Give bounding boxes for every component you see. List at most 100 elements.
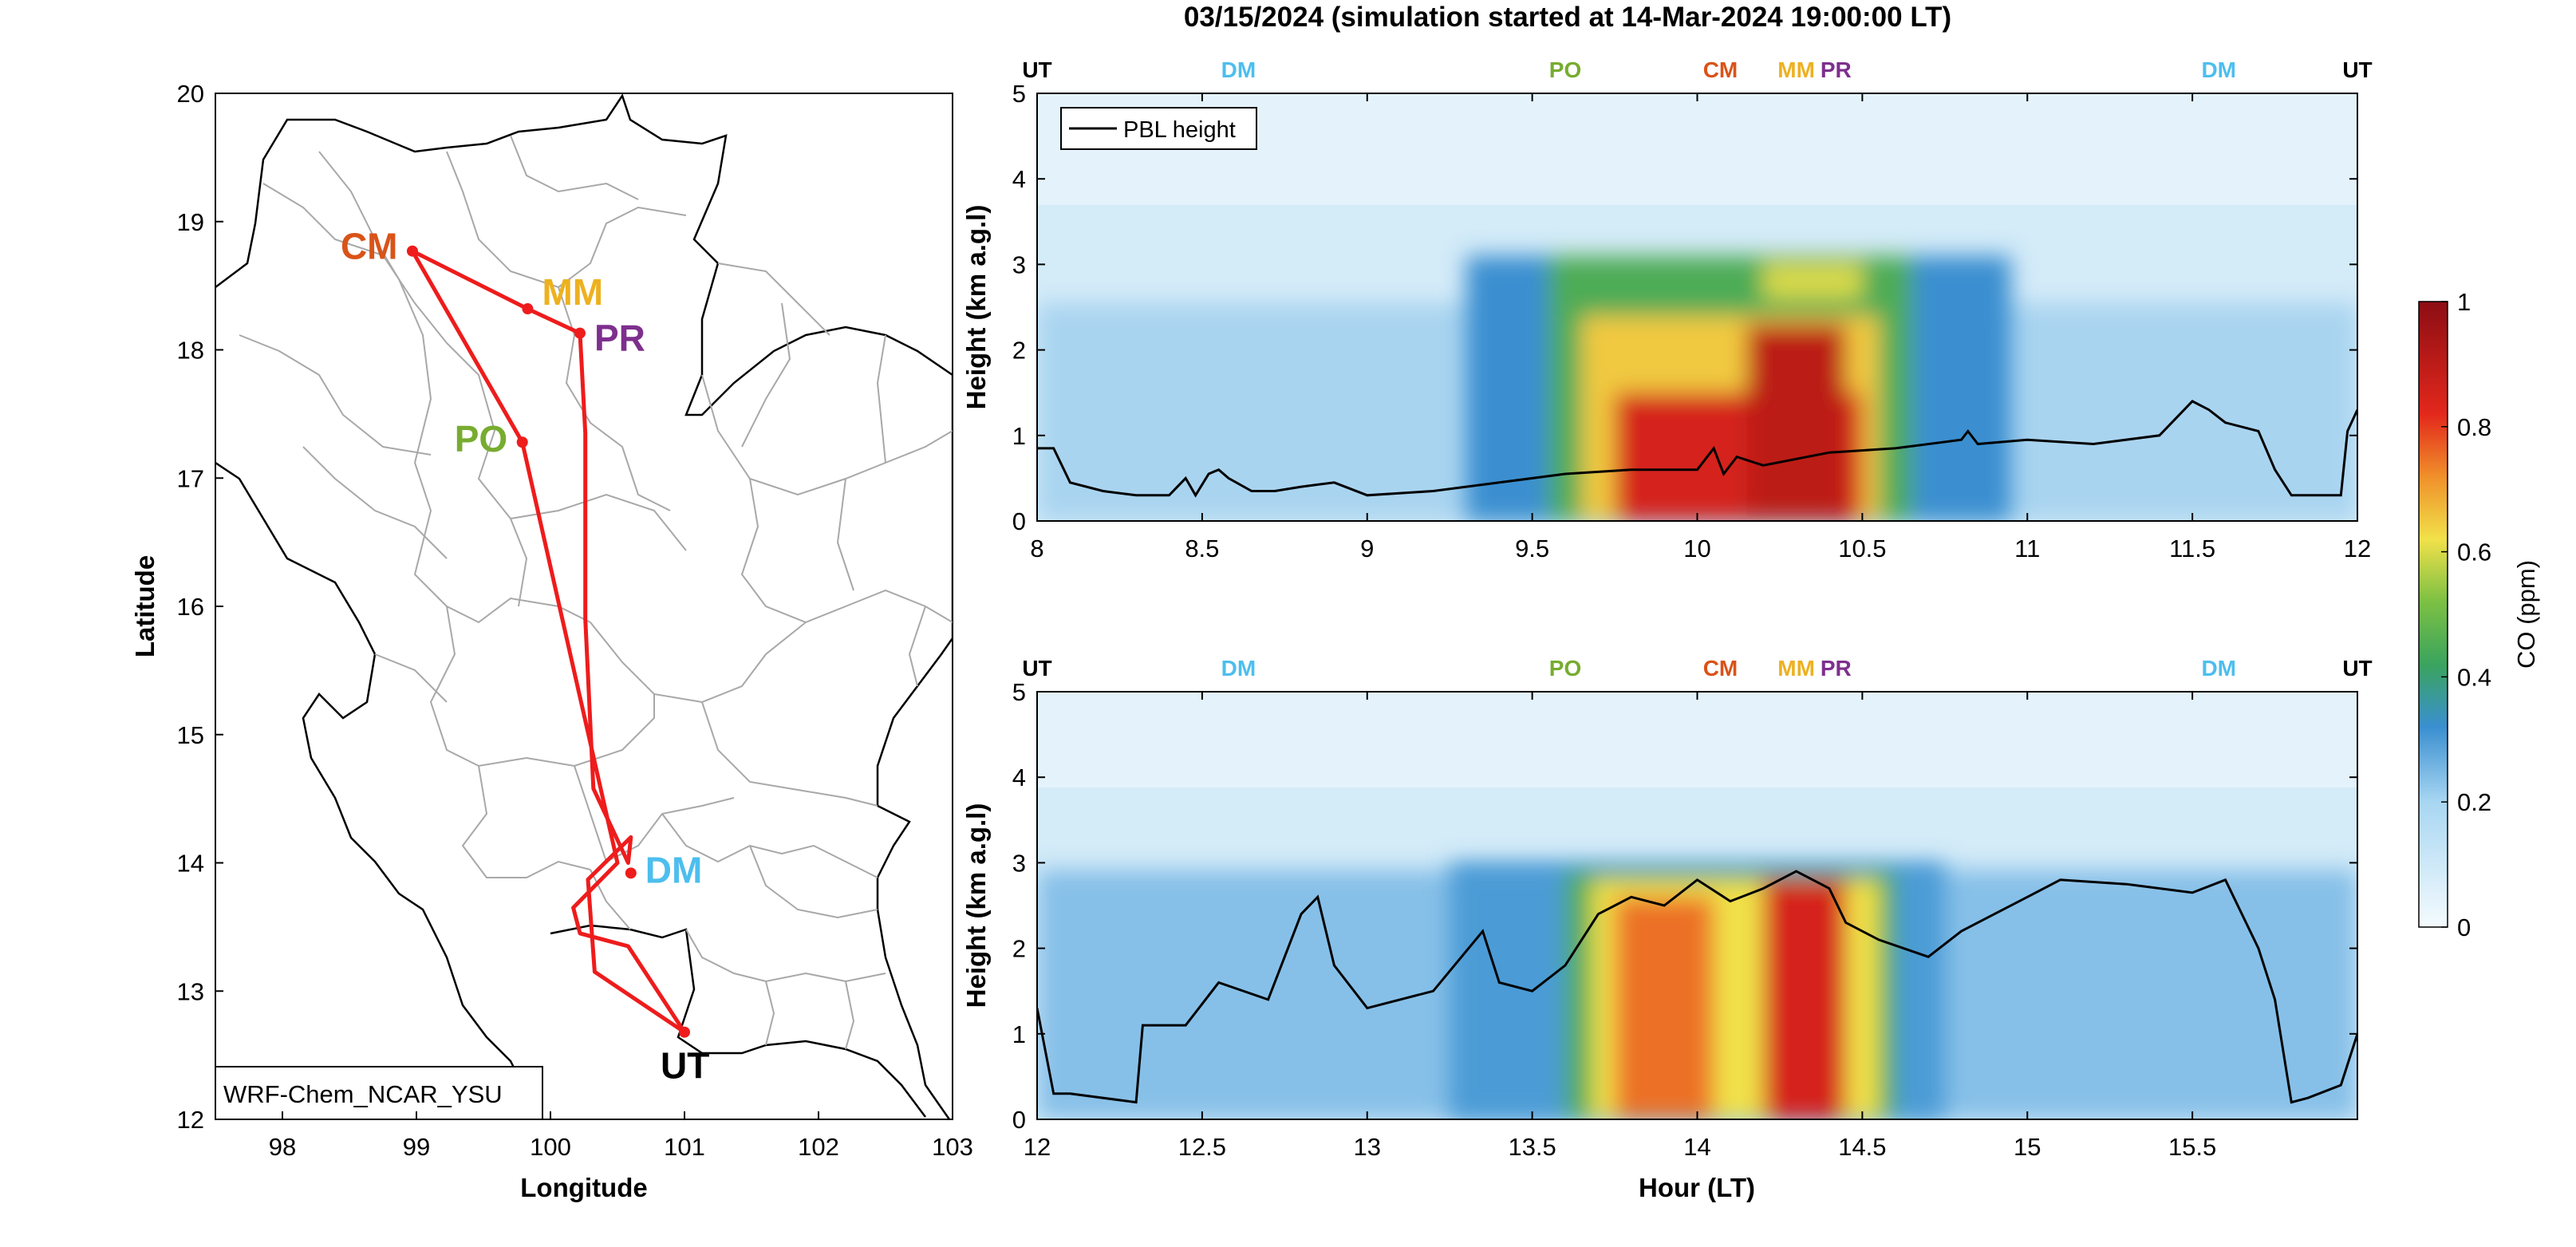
co-patch [1763, 264, 1863, 299]
x-tick-label: 8 [1030, 535, 1043, 562]
site-marker-dm: DM [1221, 656, 1256, 681]
x-tick-label: 13.5 [1508, 1133, 1556, 1161]
co-concentration-field-2 [1450, 862, 1945, 1119]
map-y-tick-label: 12 [177, 1106, 204, 1134]
colorbar-tick-label: 0.2 [2457, 788, 2491, 816]
site-marker-dm: DM [2201, 656, 2236, 681]
station-label-ut: UT [661, 1045, 709, 1087]
co-concentration-field-1 [1466, 255, 2011, 521]
colorbar-tick-label: 0.4 [2457, 663, 2491, 691]
x-tick-label: 12 [1024, 1133, 1051, 1161]
map-x-tick-label: 102 [798, 1133, 839, 1161]
y-tick-label: 1 [1012, 1020, 1026, 1048]
map-boundaries [215, 93, 953, 1119]
x-tick-label: 10 [1683, 535, 1710, 562]
plot-1-y-axis-label: Height (km a.g.l) [961, 205, 991, 410]
x-tick-label: 10.5 [1838, 535, 1886, 562]
x-tick-label: 12.5 [1178, 1133, 1226, 1161]
x-tick-label: 11 [2014, 535, 2040, 562]
co-patch [1615, 897, 1714, 1119]
station-dot-ut [679, 1026, 690, 1038]
map-x-ticks: 98 99 100 101 102 103 [269, 1111, 973, 1161]
site-marker-po: PO [1549, 57, 1581, 82]
x-tick-label: 13 [1354, 1133, 1381, 1161]
x-tick-label: 14.5 [1838, 1133, 1886, 1161]
y-tick-label: 4 [1012, 764, 1026, 791]
model-label: WRF-Chem_NCAR_YSU [223, 1080, 503, 1108]
map-x-tick-label: 98 [269, 1133, 296, 1161]
colorbar-tick-label: 0 [2457, 914, 2471, 941]
y-tick-label: 4 [1012, 165, 1026, 193]
station-label-dm: DM [645, 849, 703, 890]
station-dot-cm [406, 245, 418, 257]
map-y-tick-label: 13 [177, 977, 204, 1005]
colorbar-tick-label: 0.6 [2457, 539, 2491, 566]
co-patch [1746, 324, 1846, 521]
site-marker-po: PO [1549, 656, 1581, 681]
plot-2-y-axis-label: Height (km a.g.l) [961, 803, 991, 1008]
site-marker-mm: MM [1777, 656, 1815, 681]
x-tick-label: 11.5 [2169, 535, 2215, 562]
site-marker-ut: UT [2342, 57, 2372, 82]
station-dot-pr [574, 327, 586, 339]
x-tick-label: 12 [2344, 535, 2371, 562]
map-y-ticks: 12 13 14 15 16 17 18 19 20 [177, 80, 223, 1134]
x-tick-label: 9 [1360, 535, 1374, 562]
map-y-tick-label: 19 [177, 208, 204, 236]
map-x-tick-label: 101 [664, 1133, 705, 1161]
site-marker-ut: UT [2342, 656, 2372, 681]
station-dot-dm [625, 867, 637, 879]
colorbar: 0 0.2 0.4 0.6 0.8 1 CO (ppm) [2418, 288, 2540, 941]
x-tick-label: 15 [2014, 1133, 2041, 1161]
x-tick-label: 9.5 [1515, 535, 1549, 562]
x-tick-label: 15.5 [2168, 1133, 2216, 1161]
colorbar-tick-label: 1 [2457, 288, 2471, 316]
pbl-height-line-2 [1037, 870, 2357, 1104]
station-dot-po [516, 436, 528, 448]
map-x-axis-label: Longitude [520, 1173, 647, 1202]
co-patch [1763, 879, 1846, 1119]
plot-2-upper-band [1037, 692, 2357, 787]
y-tick-label: 1 [1012, 422, 1026, 450]
y-tick-label: 5 [1012, 678, 1026, 706]
y-tick-label: 2 [1012, 935, 1026, 963]
y-tick-label: 3 [1012, 849, 1026, 877]
station-label-pr: PR [594, 318, 645, 359]
y-tick-label: 5 [1012, 80, 1026, 108]
y-tick-label: 0 [1012, 1106, 1026, 1134]
legend: PBL height [1060, 107, 1257, 150]
station-dot-mm [522, 303, 534, 315]
station-label-mm: MM [542, 271, 603, 313]
plot-1-site-markers: UT DM PO CM MM PR DM UT [1022, 57, 2372, 82]
site-marker-pr: PR [1821, 57, 1852, 82]
y-tick-label: 3 [1012, 251, 1026, 278]
y-tick-label: 0 [1012, 507, 1026, 535]
site-marker-ut: UT [1022, 57, 1051, 82]
pbl-height-line-1 [1037, 400, 2357, 498]
model-label-box [215, 1066, 543, 1120]
map-panel: CM MM PR PO DM UT WRF-Chem_NCAR_YSU 98 99 100 10… [130, 80, 973, 1202]
x-tick-label: 8.5 [1185, 535, 1219, 562]
site-marker-cm: CM [1703, 656, 1738, 681]
y-tick-label: 2 [1012, 337, 1026, 365]
colorbar-label: CO (ppm) [2512, 560, 2540, 669]
map-y-tick-label: 16 [177, 593, 204, 621]
plot-2-site-markers: UT DM PO CM MM PR DM UT [1022, 656, 2372, 681]
map-x-tick-label: 99 [403, 1133, 430, 1161]
map-x-tick-label: 100 [530, 1133, 571, 1161]
site-marker-mm: MM [1777, 57, 1815, 82]
figure-title: 03/15/2024 (simulation started at 14-Mar… [1183, 2, 1952, 33]
map-y-tick-label: 17 [177, 464, 204, 492]
map-x-tick-label: 103 [932, 1133, 973, 1161]
x-tick-label: 14 [1683, 1133, 1710, 1161]
map-y-tick-label: 15 [177, 721, 204, 749]
site-marker-dm: DM [1221, 57, 1256, 82]
map-y-tick-label: 14 [177, 850, 204, 878]
map-y-axis-label: Latitude [130, 555, 160, 657]
legend-entry-pbl: PBL height [1123, 117, 1236, 143]
plot-2-x-axis-label: Hour (LT) [1639, 1173, 1755, 1202]
